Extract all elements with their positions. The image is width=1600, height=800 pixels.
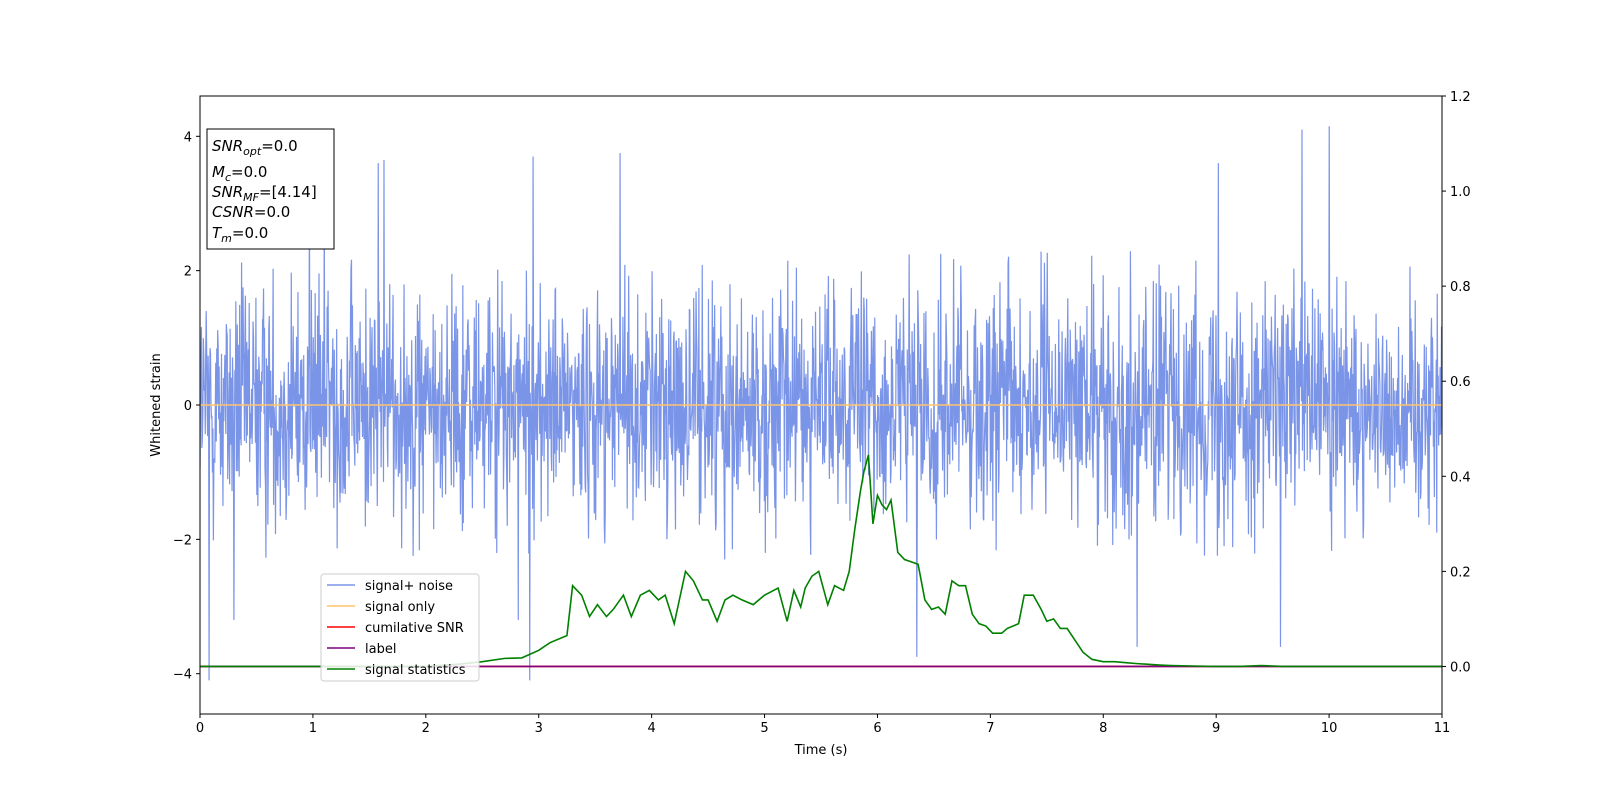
- y-left-tick-label: 0: [184, 399, 192, 414]
- x-tick-label: 0: [196, 721, 204, 736]
- x-tick-label: 6: [873, 721, 881, 736]
- info-csnr: CSNR=0.0: [212, 203, 290, 221]
- x-tick-label: 4: [647, 721, 655, 736]
- x-axis-label: Time (s): [794, 743, 848, 758]
- series-signal-statistics-line: [200, 454, 1442, 668]
- x-tick-label: 10: [1321, 721, 1338, 736]
- info-box: SNRopt=0.0 Mc=0.0 SNRMF=[4.14] CSNR=0.0 …: [206, 128, 335, 250]
- y-left-tick-label: 2: [184, 265, 192, 280]
- legend-frame: [320, 573, 480, 682]
- x-tick-label: 7: [986, 721, 994, 736]
- x-tick-label: 11: [1434, 721, 1451, 736]
- y-right-tick-label: 1.2: [1450, 90, 1471, 105]
- info-snr-mf: SNRMF=[4.14]: [212, 183, 317, 204]
- x-tick-label: 1: [309, 721, 317, 736]
- y-right-tick-label: 0.0: [1450, 660, 1471, 675]
- y-right-tick-label: 0.4: [1450, 470, 1471, 485]
- y-left-tick-label: −2: [173, 533, 192, 548]
- y-axis-label: Whitened strain: [149, 353, 164, 456]
- series-signal-noise-line: [200, 126, 1442, 681]
- legend-label-signal-noise: signal+ noise: [365, 579, 453, 594]
- y-right-tick-label: 0.8: [1450, 280, 1471, 295]
- info-tm: Tm=0.0: [212, 224, 268, 245]
- x-tick-label: 3: [535, 721, 543, 736]
- legend-label-cumilative-snr: cumilative SNR: [365, 621, 464, 636]
- legend-label-signal-statistics: signal statistics: [365, 663, 466, 678]
- legend: signal+ noise signal only cumilative SNR…: [320, 573, 480, 682]
- y-right-tick-label: 1.0: [1450, 185, 1471, 200]
- x-tick-label: 5: [760, 721, 768, 736]
- y-left-tick-label: −4: [173, 668, 192, 683]
- x-tick-label: 2: [422, 721, 430, 736]
- y-left-tick-label: 4: [184, 130, 192, 145]
- x-tick-label: 8: [1099, 721, 1107, 736]
- y-right-tick-label: 0.2: [1450, 565, 1471, 580]
- y-right-tick-label: 0.6: [1450, 375, 1471, 390]
- axes: 0 1 2 3 4 5 6 7 8 9 10 11 −4 −2 0 2 4 0.0 0.2 0.4 0.6 0.8 1.0 1…: [173, 90, 1471, 736]
- legend-label-signal-only: signal only: [365, 600, 435, 615]
- info-snr-opt: SNRopt=0.0: [212, 137, 298, 158]
- legend-label-label: label: [365, 642, 396, 657]
- x-tick-label: 9: [1212, 721, 1220, 736]
- info-mc: Mc=0.0: [212, 163, 267, 184]
- info-box-frame: [206, 128, 335, 250]
